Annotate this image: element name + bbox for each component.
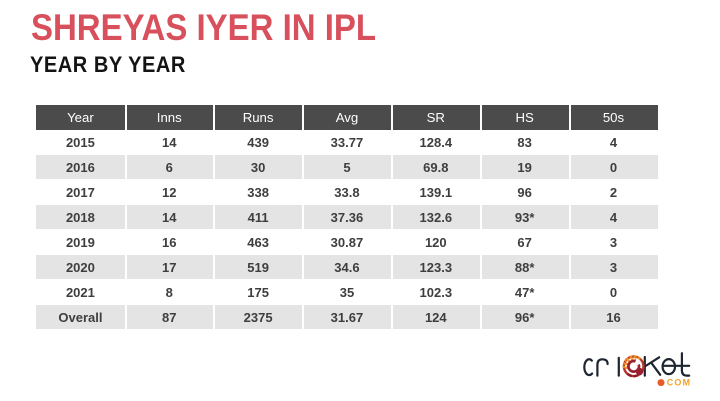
svg-text:COM: COM — [667, 377, 691, 387]
